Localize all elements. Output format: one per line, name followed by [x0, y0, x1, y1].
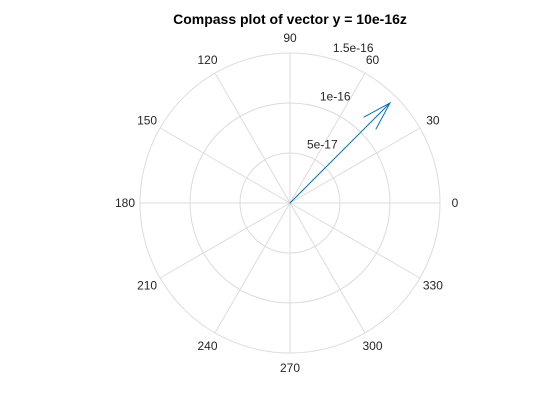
grid-spoke-150	[159, 127, 291, 204]
angle-tick-label-60: 60	[366, 53, 380, 67]
radius-tick-label-3: 1.5e-16	[333, 41, 374, 55]
angle-tick-label-270: 270	[280, 361, 300, 375]
grid-spoke-210	[159, 202, 291, 279]
chart-title: Compass plot of vector y = 10e-16z	[173, 11, 407, 27]
angle-tick-label-150: 150	[137, 114, 157, 128]
angle-tick-label-90: 90	[283, 31, 297, 45]
grid-spoke-240	[214, 202, 291, 334]
radius-tick-label-1: 5e-17	[307, 138, 338, 152]
angle-tick-labels: 0 30 60 90 120 150 180 210 240 270 300 330	[115, 31, 459, 375]
grid-spoke-330	[289, 202, 421, 279]
radius-tick-label-2: 1e-16	[320, 89, 351, 103]
grid-spoke-60	[289, 72, 366, 204]
angle-tick-label-0: 0	[452, 196, 459, 210]
grid-spoke-30	[289, 127, 421, 204]
angle-tick-label-300: 300	[362, 339, 382, 353]
angle-tick-label-330: 330	[423, 279, 443, 293]
compass-vectors	[289, 101, 392, 204]
angle-tick-label-240: 240	[197, 339, 217, 353]
grid-spoke-120	[214, 72, 291, 204]
angle-tick-label-30: 30	[426, 114, 440, 128]
angle-tick-label-180: 180	[115, 196, 135, 210]
radius-tick-labels: 5e-17 1e-16 1.5e-16	[307, 41, 374, 152]
angle-tick-label-120: 120	[197, 53, 217, 67]
compass-vector-1-1	[289, 101, 392, 204]
angle-tick-label-210: 210	[137, 279, 157, 293]
grid-spoke-300	[289, 202, 366, 334]
polar-grid	[139, 52, 441, 354]
